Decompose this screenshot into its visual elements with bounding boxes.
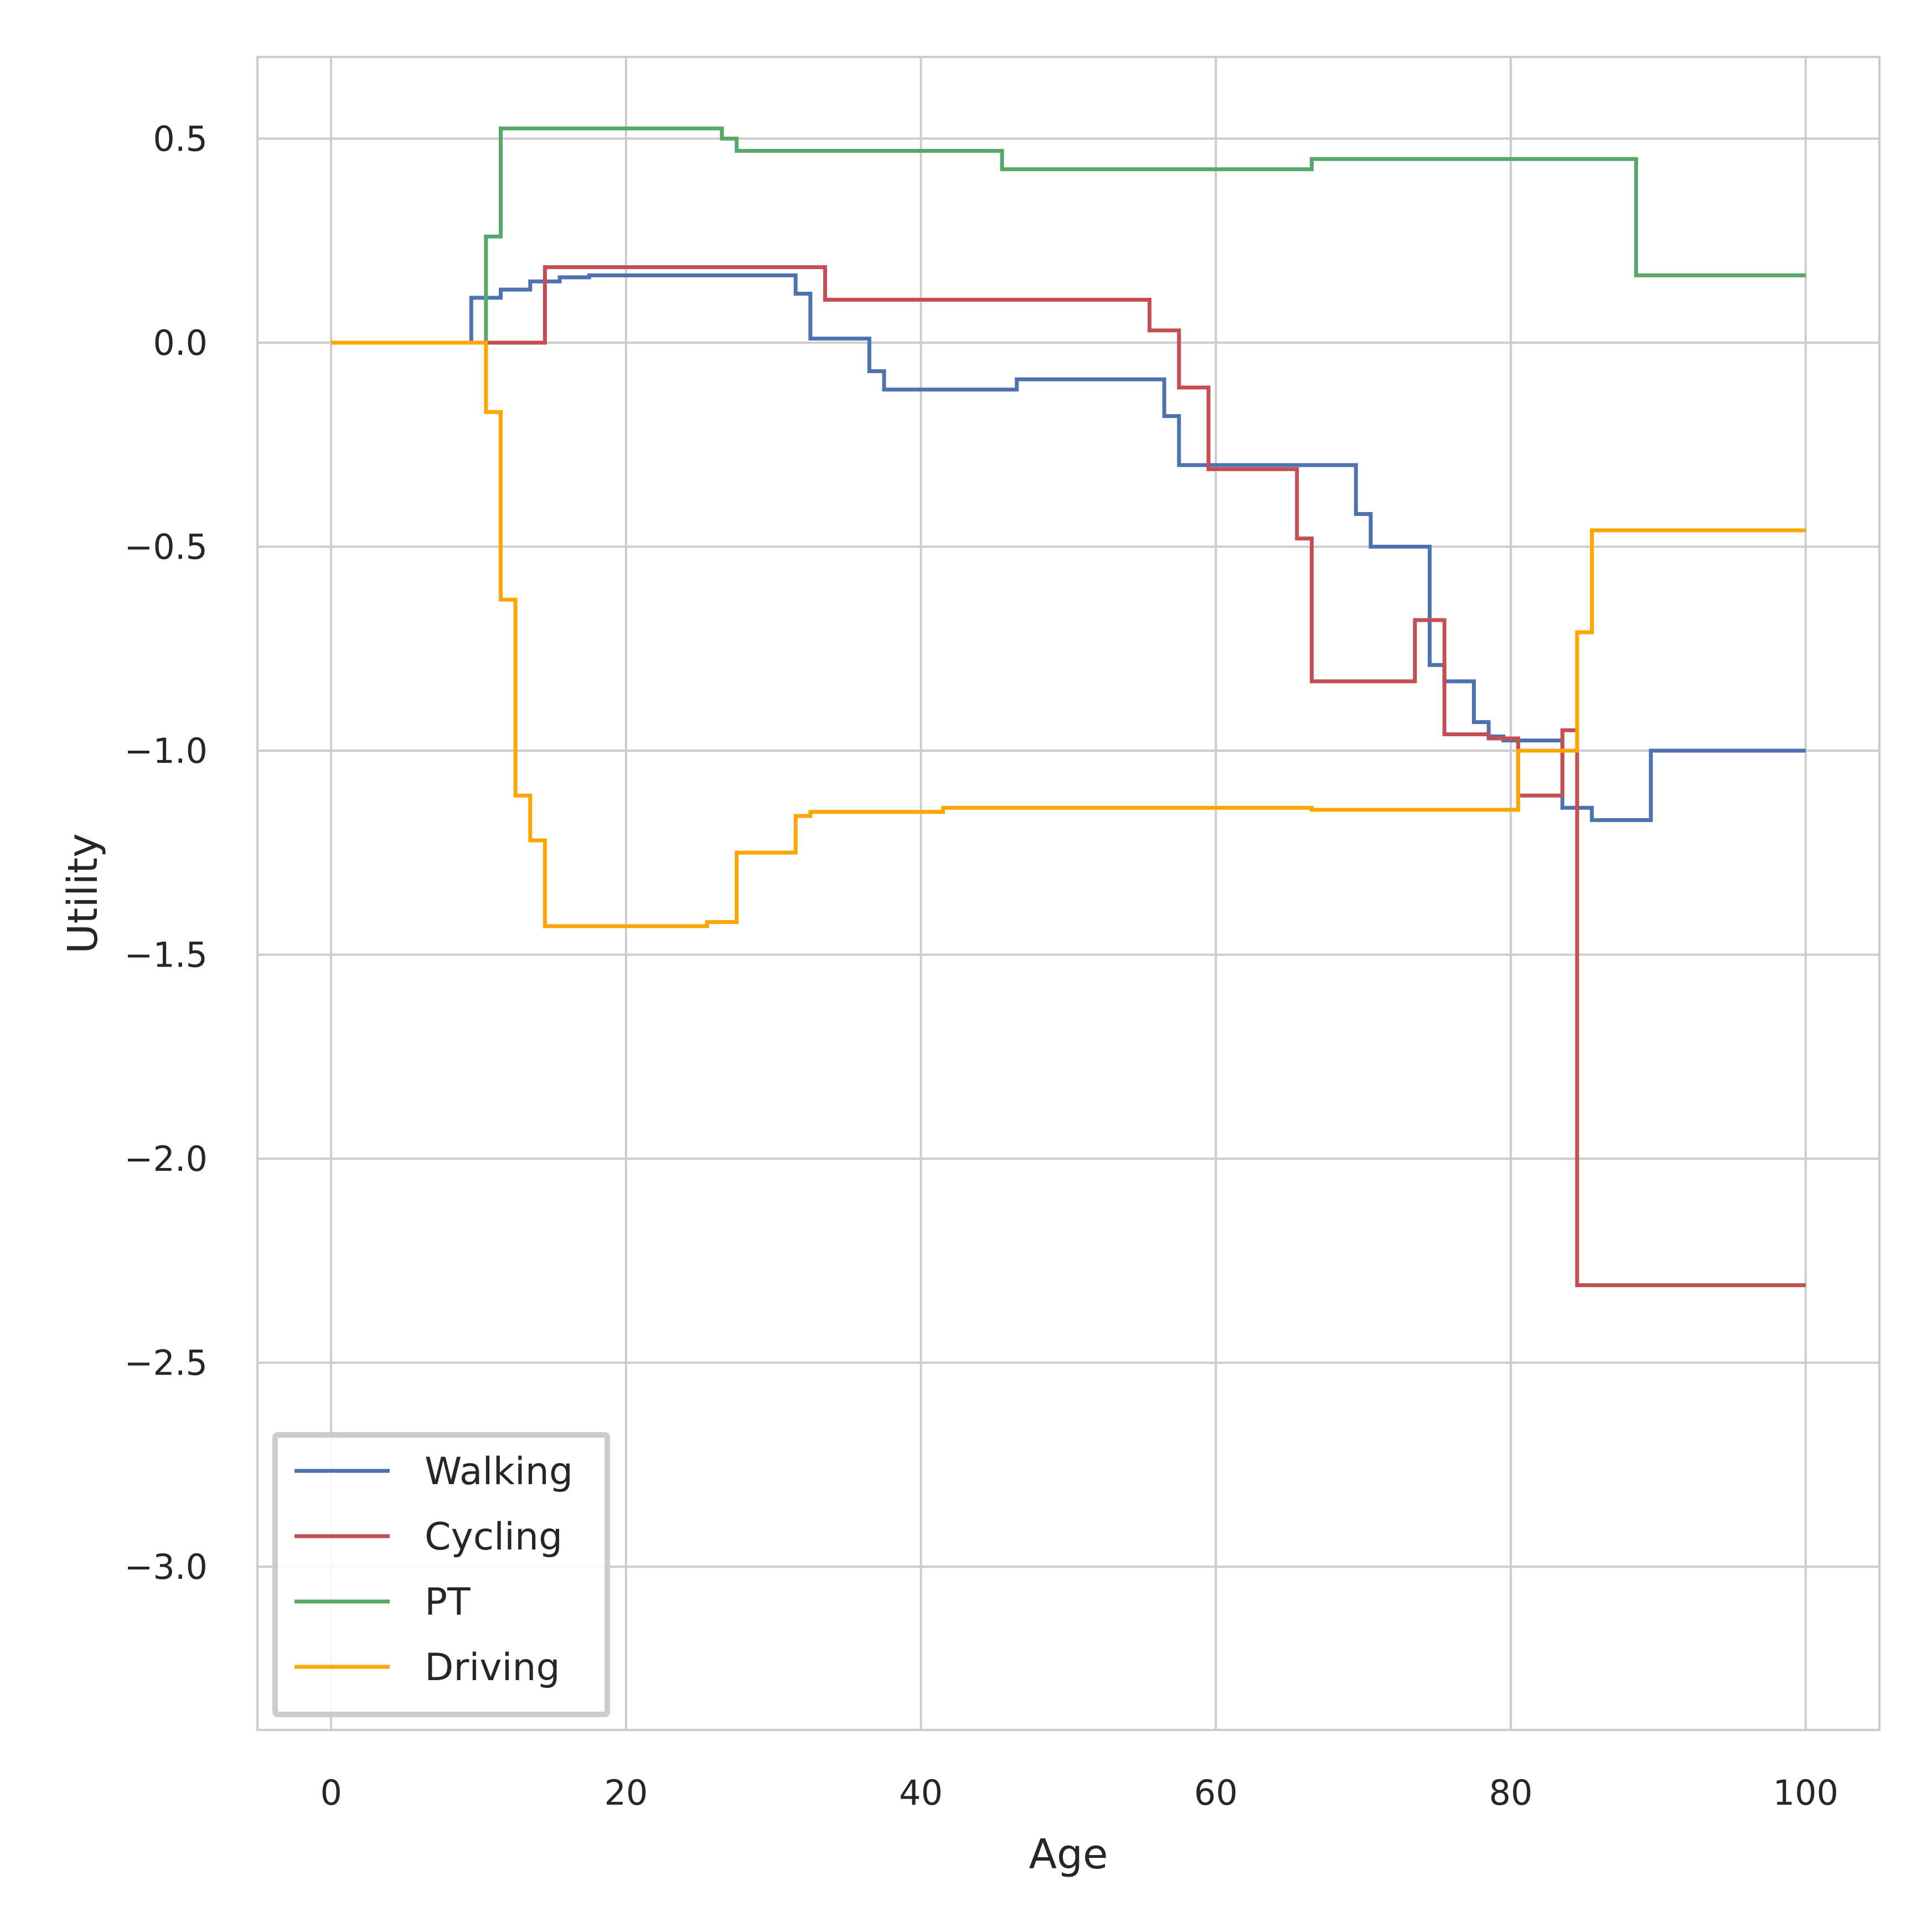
legend-label: Walking <box>425 1450 573 1494</box>
y-tick-label: −0.5 <box>124 526 208 567</box>
legend-label: Cycling <box>425 1515 562 1559</box>
y-tick-label: −1.5 <box>124 935 208 975</box>
legend: Walking Cycling PT Driving <box>272 1432 610 1717</box>
series-lines <box>331 126 1806 1288</box>
y-tick-label: 0.5 <box>153 118 208 159</box>
legend-label: PT <box>425 1580 471 1624</box>
x-tick-label: 40 <box>899 1773 943 1813</box>
x-tick-label: 80 <box>1489 1773 1533 1813</box>
x-tick-labels: 0 20 40 60 80 100 <box>320 1773 1838 1813</box>
x-tick-label: 100 <box>1773 1773 1838 1813</box>
x-tick-label: 20 <box>604 1773 648 1813</box>
y-tick-labels: 0.5 0.0 −0.5 −1.0 −1.5 −2.0 −2.5 −3.0 <box>124 118 208 1587</box>
y-tick-label: −1.0 <box>124 731 208 771</box>
y-tick-label: −2.5 <box>124 1343 208 1383</box>
series-line-driving <box>331 340 1806 928</box>
y-axis-label: Utility <box>59 833 107 954</box>
series-line-pt <box>331 126 1806 345</box>
y-tick-label: −2.0 <box>124 1139 208 1179</box>
plot-frame <box>256 56 1881 1731</box>
x-tick-label: 0 <box>320 1773 342 1813</box>
legend-label: Driving <box>425 1646 560 1690</box>
series-line-cycling <box>331 265 1806 1288</box>
legend-frame <box>272 1432 610 1717</box>
x-axis-label: Age <box>1029 1831 1108 1878</box>
y-tick-label: −3.0 <box>124 1547 208 1587</box>
y-tick-label: 0.0 <box>153 323 208 363</box>
x-tick-label: 60 <box>1194 1773 1238 1813</box>
